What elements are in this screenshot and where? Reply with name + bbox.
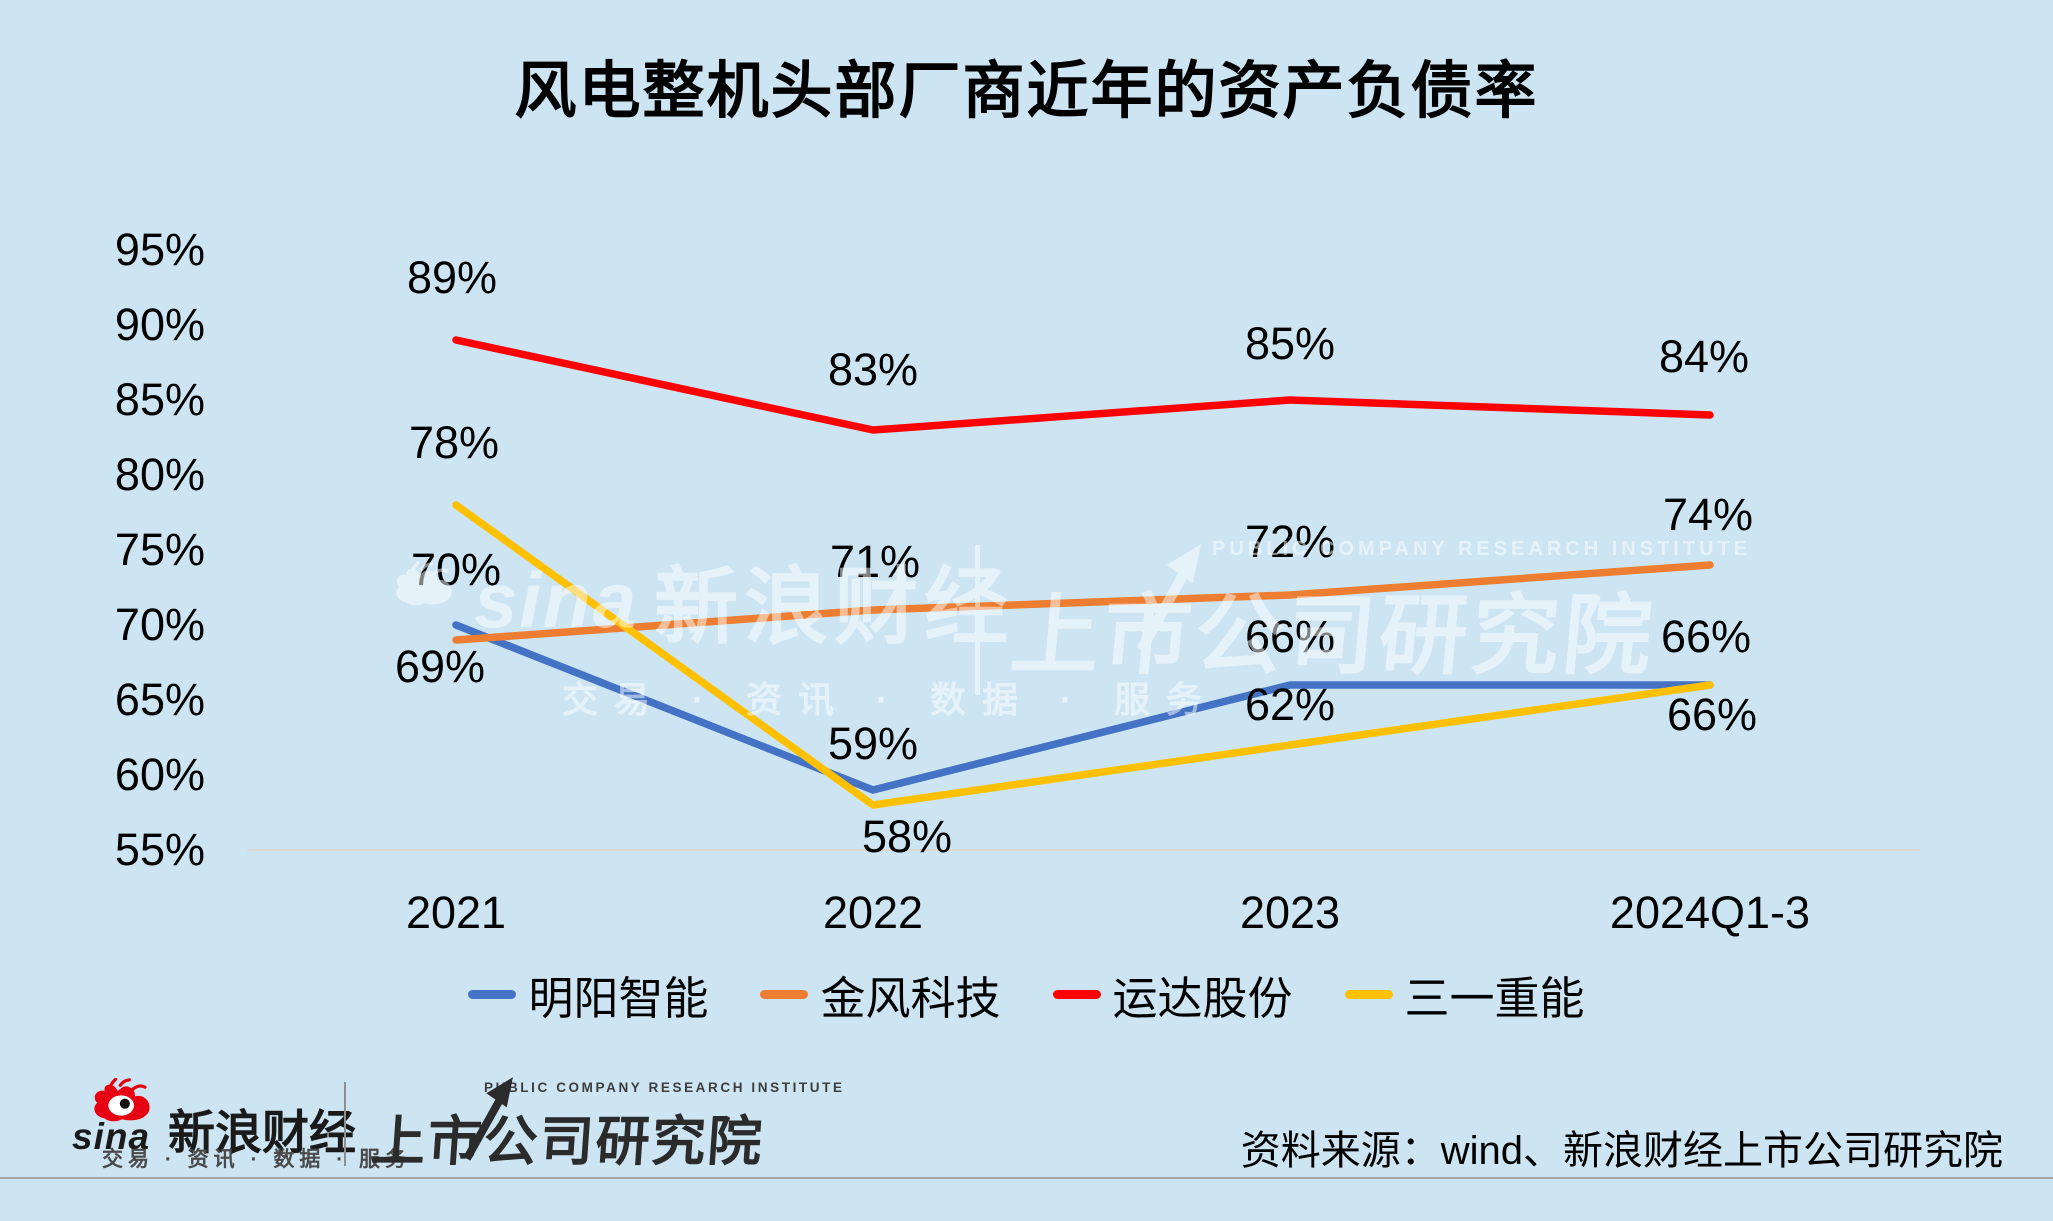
series-line-2 xyxy=(452,336,1714,434)
legend-item: 三一重能 xyxy=(1344,962,1585,1027)
data-source-text: 资料来源：wind、新浪财经上市公司研究院 xyxy=(1240,1129,2003,1173)
legend-label: 明阳智能 xyxy=(528,974,709,1024)
sina-tagline: 交易 · 资讯 · 数据 · 服务 xyxy=(102,1148,411,1171)
data-label: 71% xyxy=(829,536,921,587)
y-axis-tick: 75% xyxy=(114,524,205,575)
y-axis-tick: 95% xyxy=(114,224,205,275)
data-label: 84% xyxy=(1658,331,1750,382)
x-axis-tick: 2022 xyxy=(822,887,924,938)
data-label: 58% xyxy=(861,811,953,862)
institute-logo: PUBLIC COMPANY RESEARCH INSTITUTE 上市公司研究… xyxy=(369,1077,845,1176)
legend-marker xyxy=(1344,990,1393,999)
y-axis-tick: 85% xyxy=(114,374,205,425)
y-axis-tick: 60% xyxy=(114,749,205,800)
data-label: 66% xyxy=(1244,611,1336,662)
series-line-1 xyxy=(452,561,1714,644)
legend-label: 运达股份 xyxy=(1112,974,1293,1024)
chart-legend: 明阳智能 金风科技 运达股份 三一重能 xyxy=(0,962,2053,1027)
data-label: 74% xyxy=(1662,489,1754,540)
data-label: 59% xyxy=(827,718,919,769)
series-line-0 xyxy=(452,621,1714,794)
data-label: 62% xyxy=(1244,679,1336,730)
y-axis-tick: 65% xyxy=(114,674,205,725)
data-label: 83% xyxy=(827,344,919,395)
data-label: 70% xyxy=(410,544,502,595)
footer-divider xyxy=(344,1082,346,1166)
legend-label: 金风科技 xyxy=(820,974,1001,1024)
y-axis-tick: 80% xyxy=(114,449,205,500)
institute-logo-cn: 上市公司研究院 xyxy=(369,1112,766,1172)
sina-finance-brand: 新浪财经 xyxy=(168,1106,356,1159)
legend-item: 金风科技 xyxy=(760,962,1001,1027)
series-line-3 xyxy=(452,501,1714,809)
legend-marker xyxy=(760,990,809,999)
data-label: 78% xyxy=(408,417,500,468)
legend-marker xyxy=(1052,990,1101,999)
sina-flame-icon xyxy=(94,1078,150,1122)
data-label: 89% xyxy=(406,252,498,303)
x-axis-tick: 2023 xyxy=(1239,887,1341,938)
legend-label: 三一重能 xyxy=(1404,974,1585,1024)
data-label: 66% xyxy=(1660,611,1752,662)
x-axis-tick: 2021 xyxy=(405,887,507,938)
x-axis-tick: 2024Q1-3 xyxy=(1609,887,1811,938)
data-label: 85% xyxy=(1244,318,1336,369)
bottom-rule xyxy=(0,1177,2053,1179)
sina-logo-text: sina xyxy=(72,1116,151,1157)
arrow-up-icon xyxy=(463,1077,513,1161)
chart-title: 风电整机头部厂商近年的资产负债率 xyxy=(514,57,1539,126)
legend-item: 运达股份 xyxy=(1052,962,1293,1027)
y-axis-tick: 55% xyxy=(114,824,205,875)
data-label: 69% xyxy=(394,641,486,692)
legend-item: 明阳智能 xyxy=(468,962,708,1027)
data-label: 66% xyxy=(1666,689,1758,740)
legend-marker xyxy=(468,990,517,999)
data-label: 72% xyxy=(1244,516,1336,567)
y-axis-tick: 70% xyxy=(114,599,205,650)
institute-logo-en: PUBLIC COMPANY RESEARCH INSTITUTE xyxy=(484,1080,845,1095)
y-axis-tick: 90% xyxy=(114,299,205,350)
